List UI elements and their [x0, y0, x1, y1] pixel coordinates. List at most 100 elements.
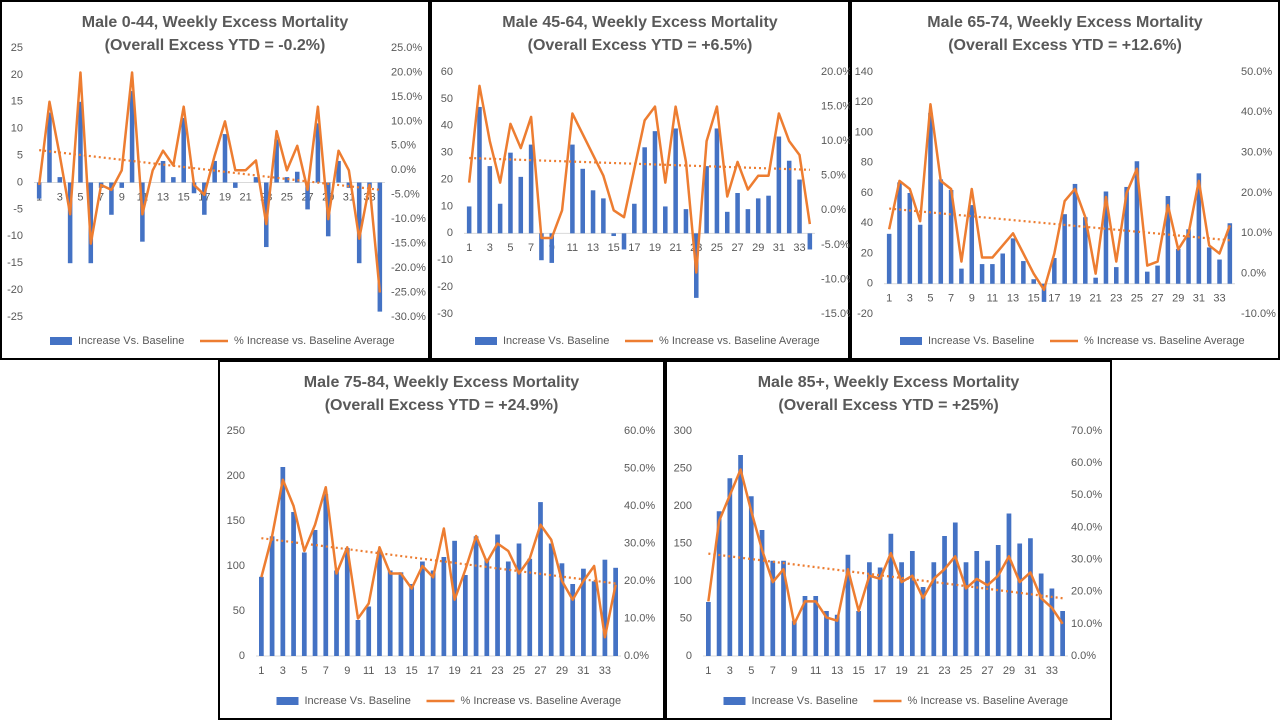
bar	[1196, 173, 1202, 284]
bar	[735, 193, 740, 234]
x-tick-label: 11	[810, 665, 821, 677]
y-tick-label: 80	[861, 157, 873, 169]
y2-tick-label: 15.0%	[391, 91, 422, 103]
x-tick-label: 31	[1193, 293, 1205, 305]
x-tick-label: 15	[178, 191, 190, 203]
bar	[274, 139, 279, 183]
y-tick-label: 200	[674, 500, 692, 512]
bar	[724, 211, 730, 234]
chart-subtitle: (Overall Excess YTD = +12.6%)	[948, 37, 1182, 54]
y2-tick-label: 20.0%	[1071, 586, 1102, 598]
bar	[305, 182, 310, 210]
y-tick-label: 250	[674, 462, 692, 474]
bar	[1134, 161, 1140, 284]
bar	[518, 176, 524, 234]
y-tick-label: -20	[7, 284, 23, 296]
bar	[776, 136, 782, 234]
chart-subtitle: (Overall Excess YTD = +24.9%)	[325, 397, 559, 414]
x-tick-label: 23	[491, 665, 503, 677]
bar	[1227, 223, 1233, 284]
bar	[856, 611, 862, 656]
line-series	[260, 478, 617, 639]
y2-tick-label: 0.0%	[624, 650, 649, 662]
y2-tick-label: 5.0%	[391, 140, 416, 152]
x-tick-label: 5	[301, 665, 307, 677]
x-tick-label: 15	[853, 665, 865, 677]
y-tick-label: 250	[227, 425, 245, 437]
y2-tick-label: 0.0%	[1241, 268, 1266, 280]
y-tick-label: 0	[686, 650, 692, 662]
y-tick-label: -20	[857, 308, 873, 320]
x-tick-label: 21	[917, 665, 929, 677]
y2-tick-label: 25.0%	[391, 42, 422, 54]
x-tick-label: 3	[727, 665, 733, 677]
x-tick-label: 17	[427, 665, 439, 677]
bar	[797, 179, 802, 234]
y2-tick-label: 20.0%	[391, 66, 422, 78]
bar	[253, 177, 259, 183]
x-tick-label: 1	[705, 665, 711, 677]
y-tick-label: 0	[867, 278, 873, 290]
y2-tick-label: 20.0%	[624, 575, 655, 587]
bar	[1155, 265, 1160, 284]
x-tick-label: 25	[513, 665, 525, 677]
chart-panel: Male 0-44, Weekly Excess Mortality (Overa…	[0, 0, 430, 360]
x-tick-label: 21	[240, 191, 252, 203]
bar	[974, 551, 980, 656]
y-tick-label: 25	[11, 42, 23, 54]
x-tick-label: 19	[219, 191, 231, 203]
y-tick-label: 0	[17, 176, 23, 188]
y-tick-label: 15	[11, 96, 23, 108]
bar	[294, 171, 300, 183]
bar	[748, 496, 754, 656]
x-tick-label: 19	[895, 665, 907, 677]
x-tick-label: 27	[981, 665, 993, 677]
y-tick-label: 20	[441, 173, 453, 185]
x-tick-label: 13	[157, 191, 169, 203]
bar	[652, 131, 658, 234]
chart-subtitle: (Overall Excess YTD = +6.5%)	[528, 37, 753, 54]
y2-tick-label: 10.0%	[1241, 227, 1272, 239]
y2-tick-label: -15.0%	[821, 308, 856, 320]
y-tick-label: 60	[441, 66, 453, 78]
y-tick-label: 50	[441, 93, 453, 105]
panel-border	[430, 0, 850, 360]
chart-panel: Male 45-64, Weekly Excess Mortality (Over…	[430, 0, 856, 360]
bar	[441, 557, 447, 656]
bar	[202, 182, 207, 215]
y-tick-label: -20	[437, 281, 453, 293]
y-tick-label: 100	[855, 126, 873, 138]
y2-tick-label: 40.0%	[1071, 521, 1102, 533]
bar	[78, 101, 83, 183]
y-tick-label: 50	[680, 612, 692, 624]
y-tick-label: 40	[441, 120, 453, 132]
bar	[963, 562, 969, 656]
bar	[171, 177, 176, 183]
y2-tick-label: 50.0%	[624, 462, 655, 474]
bar	[938, 179, 944, 284]
bar	[888, 533, 894, 656]
y2-tick-label: 30.0%	[624, 537, 655, 549]
y-tick-label: 0	[239, 650, 245, 662]
y2-tick-label: 0.0%	[821, 204, 846, 216]
bar	[581, 568, 586, 656]
x-tick-label: 17	[874, 665, 886, 677]
x-tick-label: 5	[507, 242, 513, 254]
bar	[1165, 196, 1171, 284]
x-tick-label: 5	[927, 293, 933, 305]
y-tick-label: 300	[674, 425, 692, 437]
bar	[539, 233, 544, 261]
x-tick-label: 11	[567, 242, 578, 254]
y-tick-label: 150	[227, 515, 245, 527]
y2-tick-label: -10.0%	[821, 273, 856, 285]
bar	[259, 576, 264, 656]
bar	[269, 536, 275, 656]
chart-panel: Male 85+, Weekly Excess Mortality (Overal…	[665, 360, 1112, 720]
bar	[160, 160, 166, 183]
y-tick-label: 10	[441, 200, 453, 212]
bar	[845, 554, 851, 656]
bar	[899, 562, 904, 656]
x-tick-label: 29	[556, 665, 568, 677]
bar	[505, 561, 511, 656]
